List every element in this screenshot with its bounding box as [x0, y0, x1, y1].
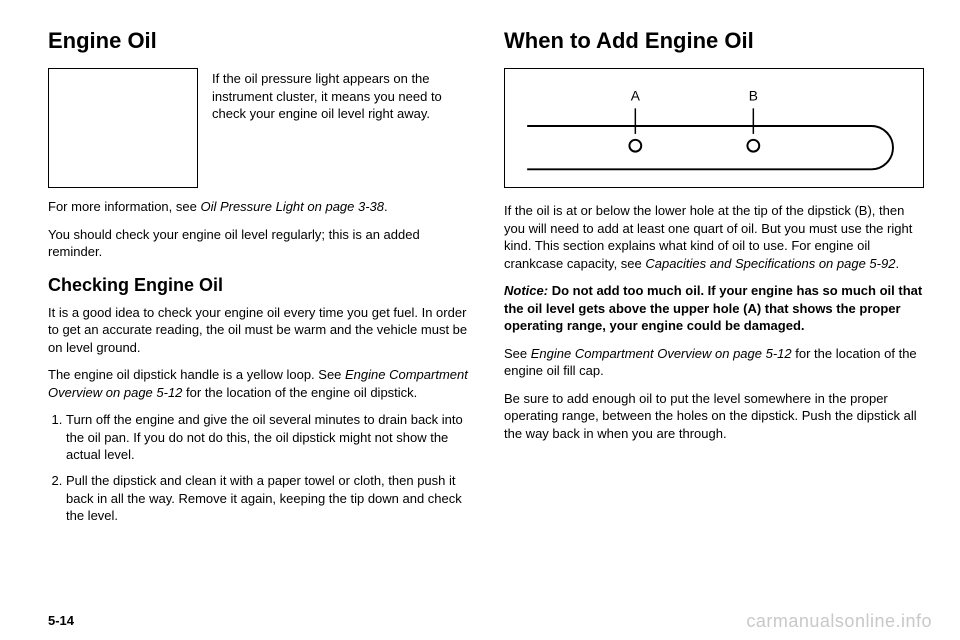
text-handle-b: for the location of the engine oil dipst…	[182, 385, 417, 400]
para-more-info: For more information, see Oil Pressure L…	[48, 198, 468, 216]
text-see-a: See	[504, 346, 531, 361]
intro-row: If the oil pressure light appears on the…	[48, 68, 468, 188]
dipstick-outline	[527, 126, 893, 169]
heading-when-to-add: When to Add Engine Oil	[504, 28, 924, 54]
para-handle: The engine oil dipstick handle is a yell…	[48, 366, 468, 401]
right-column: When to Add Engine Oil A B If the oil i	[504, 28, 924, 620]
list-item: Pull the dipstick and clean it with a pa…	[66, 472, 468, 525]
ref-capacities: Capacities and Specifications on page 5-…	[645, 256, 895, 271]
dipstick-svg: A B	[505, 69, 923, 187]
list-item: Turn off the engine and give the oil sev…	[66, 411, 468, 464]
checking-steps-list: Turn off the engine and give the oil sev…	[66, 411, 468, 524]
text-if-oil-b: .	[895, 256, 899, 271]
para-be-sure: Be sure to add enough oil to put the lev…	[504, 390, 924, 443]
notice-body: Do not add too much oil. If your engine …	[504, 283, 922, 333]
ref-oil-pressure-light: Oil Pressure Light on page 3-38	[200, 199, 384, 214]
dipstick-hole-a	[629, 140, 641, 152]
para-see-overview: See Engine Compartment Overview on page …	[504, 345, 924, 380]
oil-light-placeholder-box	[48, 68, 198, 188]
text-more-info-b: .	[384, 199, 388, 214]
text-handle-a: The engine oil dipstick handle is a yell…	[48, 367, 345, 382]
dipstick-label-a: A	[631, 88, 641, 103]
dipstick-label-b: B	[749, 88, 758, 103]
para-if-oil: If the oil is at or below the lower hole…	[504, 202, 924, 272]
manual-page: Engine Oil If the oil pressure light app…	[0, 0, 960, 640]
text-more-info-a: For more information, see	[48, 199, 200, 214]
left-column: Engine Oil If the oil pressure light app…	[48, 28, 468, 620]
ref-engine-compartment-2: Engine Compartment Overview on page 5-12	[531, 346, 792, 361]
para-should-check: You should check your engine oil level r…	[48, 226, 468, 261]
heading-engine-oil: Engine Oil	[48, 28, 468, 54]
heading-checking-engine-oil: Checking Engine Oil	[48, 275, 468, 296]
dipstick-diagram: A B	[504, 68, 924, 188]
para-notice: Notice: Do not add too much oil. If your…	[504, 282, 924, 335]
watermark: carmanualsonline.info	[746, 611, 932, 632]
page-number: 5-14	[48, 613, 74, 628]
intro-text: If the oil pressure light appears on the…	[212, 68, 468, 188]
para-good-idea: It is a good idea to check your engine o…	[48, 304, 468, 357]
dipstick-hole-b	[747, 140, 759, 152]
notice-label: Notice:	[504, 283, 548, 298]
